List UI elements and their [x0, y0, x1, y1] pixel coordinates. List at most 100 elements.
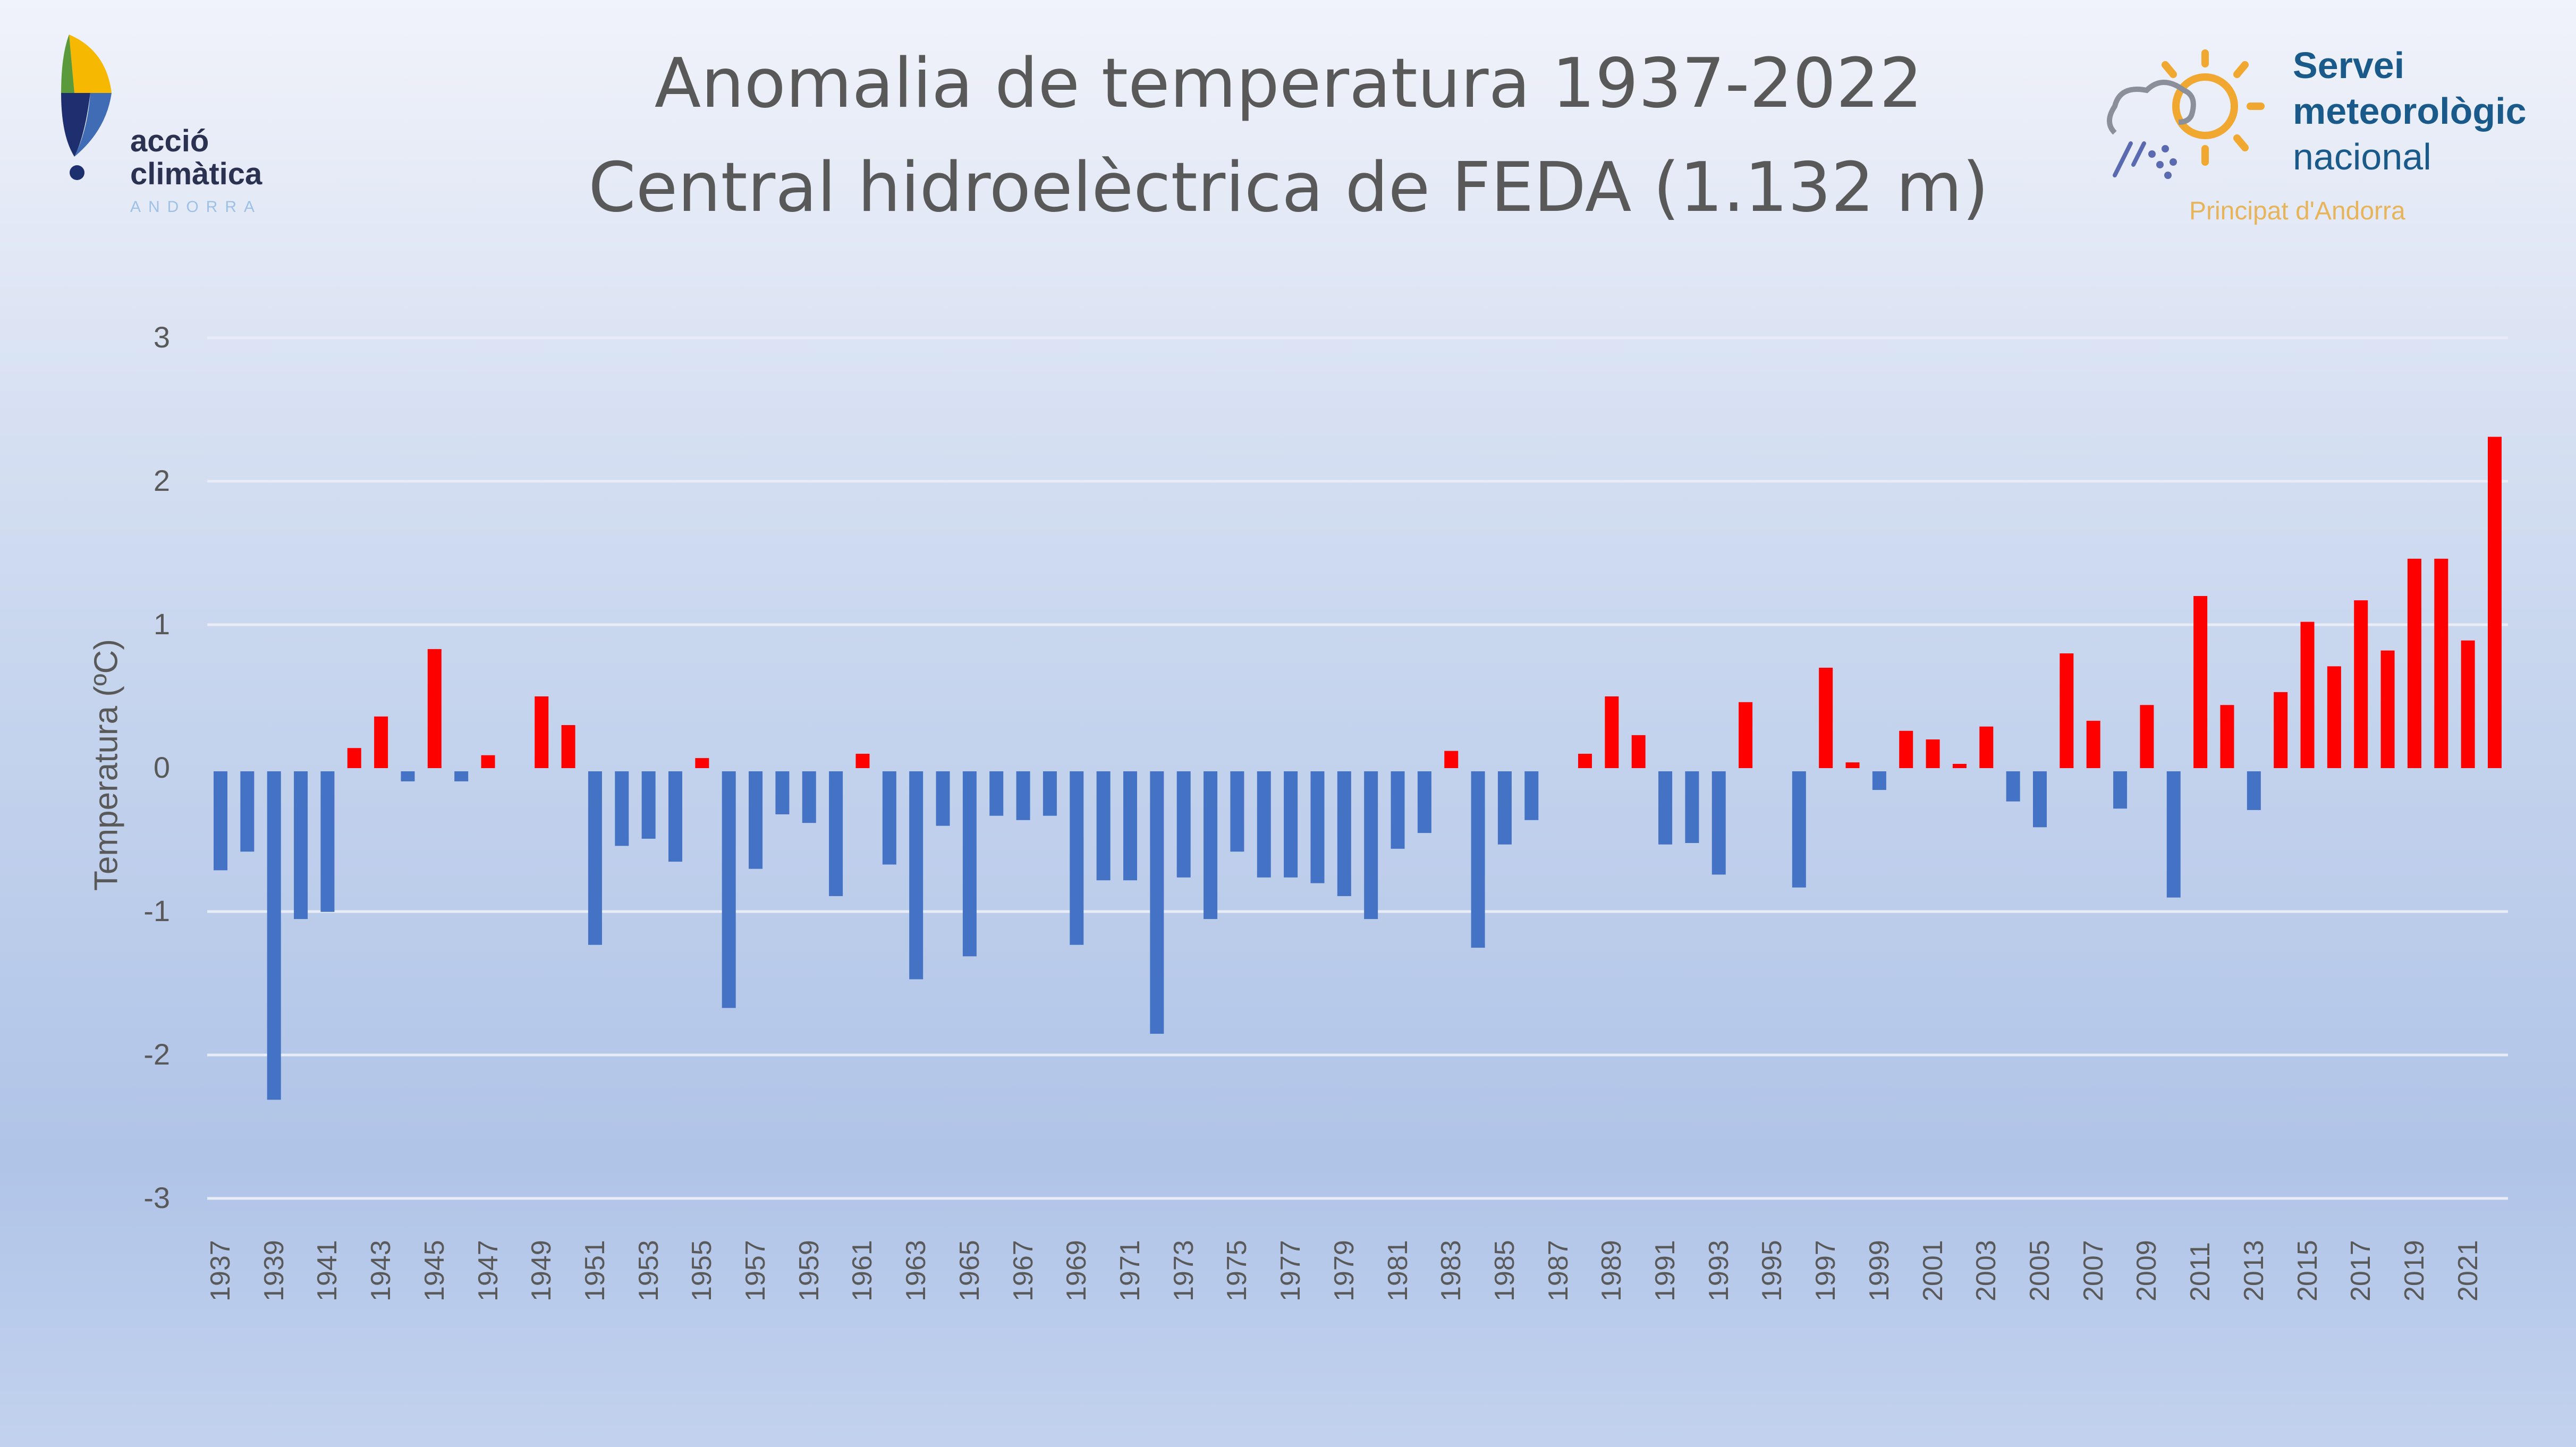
x-tick-label: 1995 [1757, 1240, 1788, 1301]
x-tick-label: 1999 [1863, 1240, 1895, 1301]
bar-1993 [1711, 771, 1726, 875]
x-tick-label: 2003 [1971, 1240, 2002, 1301]
bar-2005 [2033, 771, 2047, 828]
x-tick-label: 1959 [793, 1240, 825, 1301]
bar-1941 [320, 771, 335, 912]
bar-1938 [240, 771, 255, 852]
x-tick-label: 1951 [579, 1240, 611, 1301]
bar-1982 [1417, 771, 1431, 833]
x-tick-label: 2019 [2399, 1240, 2430, 1301]
title-line2: Central hidroelèctrica de FEDA (1.132 m) [588, 148, 1989, 227]
bar-1940 [294, 771, 308, 920]
x-tick-label: 1949 [526, 1240, 557, 1301]
bar-1966 [989, 771, 1004, 816]
x-tick-label: 1981 [1382, 1240, 1413, 1301]
x-tick-label: 1955 [687, 1240, 718, 1301]
sun-cloud-rain-icon [2107, 49, 2265, 179]
bar-1949 [535, 696, 549, 768]
x-tick-label: 1945 [419, 1240, 450, 1301]
x-tick-label: 1937 [205, 1240, 236, 1301]
bar-1994 [1739, 702, 1753, 768]
bar-1991 [1658, 771, 1673, 845]
bar-2010 [2166, 771, 2181, 898]
x-tick-label: 1987 [1543, 1240, 1574, 1301]
bar-1989 [1605, 696, 1619, 768]
x-tick-label: 1939 [258, 1240, 290, 1301]
bar-1946 [454, 771, 469, 781]
bar-1985 [1497, 771, 1512, 845]
drop-leaf-logo-icon [61, 35, 112, 180]
x-tick-label: 1961 [847, 1240, 878, 1301]
bar-1974 [1204, 771, 1218, 920]
bar-1967 [1016, 771, 1030, 820]
logo-right-line2: meteorològic [2293, 90, 2527, 132]
bar-2003 [1979, 726, 1994, 768]
title-line1: Anomalia de temperatura 1937-2022 [654, 44, 1923, 123]
bar-1955 [695, 758, 709, 768]
bar-1988 [1578, 754, 1592, 768]
x-tick-label: 2017 [2345, 1240, 2377, 1301]
logo-right-line3: nacional [2293, 136, 2431, 177]
bar-1976 [1257, 771, 1271, 878]
x-tick-label: 1975 [1222, 1240, 1253, 1301]
bar-2002 [1952, 764, 1967, 768]
bar-2004 [2006, 771, 2020, 802]
x-tick-label: 1941 [312, 1240, 343, 1301]
bar-1963 [909, 771, 923, 980]
x-tick-label: 2015 [2292, 1240, 2323, 1301]
bar-2017 [2354, 600, 2368, 768]
x-tick-label: 1977 [1275, 1240, 1307, 1301]
x-tick-label: 1953 [633, 1240, 664, 1301]
x-tick-label: 2007 [2078, 1240, 2109, 1301]
bar-1970 [1096, 771, 1111, 881]
x-tick-label: 1993 [1703, 1240, 1734, 1301]
x-tick-label: 1991 [1650, 1240, 1681, 1301]
x-tick-label: 2001 [1917, 1240, 1948, 1301]
servei-meteorologic-logo: Servei meteorològic nacional Principat d… [2094, 37, 2561, 239]
bar-2022 [2488, 437, 2502, 768]
x-tick-label: 2009 [2131, 1240, 2163, 1301]
bar-1997 [1819, 668, 1833, 768]
bar-1947 [481, 755, 495, 768]
bar-1975 [1230, 771, 1244, 852]
bar-1981 [1391, 771, 1405, 849]
x-tick-label: 1957 [740, 1240, 772, 1301]
x-tick-label: 1989 [1596, 1240, 1628, 1301]
x-tick-label: 1973 [1168, 1240, 1199, 1301]
bar-1962 [882, 771, 896, 865]
bar-1937 [214, 771, 227, 871]
bar-1984 [1471, 771, 1485, 948]
bar-1957 [749, 771, 763, 869]
bar-1939 [267, 771, 281, 1100]
bar-1999 [1872, 771, 1886, 790]
y-tick-label: 3 [153, 320, 170, 354]
bar-1978 [1310, 771, 1325, 883]
y-tick-label: -2 [143, 1037, 170, 1071]
bar-1954 [668, 771, 682, 862]
bar-2019 [2407, 558, 2421, 768]
bar-1943 [374, 716, 388, 768]
bar-1969 [1070, 771, 1084, 945]
bar-1951 [588, 771, 602, 945]
bar-2018 [2380, 650, 2395, 768]
bar-2021 [2461, 640, 2475, 768]
bar-1992 [1685, 771, 1699, 843]
bar-1944 [401, 771, 415, 781]
x-tick-label: 1967 [1007, 1240, 1039, 1301]
x-tick-label: 1971 [1115, 1240, 1146, 1301]
bar-2000 [1899, 730, 1913, 768]
y-tick-label: 2 [153, 464, 170, 497]
logo-left-line3: ANDORRA [130, 198, 262, 216]
chart-title: Anomalia de temperatura 1937-2022 Centra… [478, 32, 2099, 240]
bar-2013 [2247, 771, 2261, 810]
bar-1960 [829, 771, 843, 896]
y-tick-label: 1 [153, 607, 170, 641]
x-tick-label: 2021 [2452, 1240, 2484, 1301]
bar-1958 [775, 771, 790, 814]
bar-2015 [2300, 622, 2315, 768]
bar-1964 [936, 771, 950, 826]
bar-1980 [1364, 771, 1378, 920]
accio-climatica-logo: acció climàtica ANDORRA [53, 29, 298, 231]
bar-2016 [2327, 666, 2341, 768]
